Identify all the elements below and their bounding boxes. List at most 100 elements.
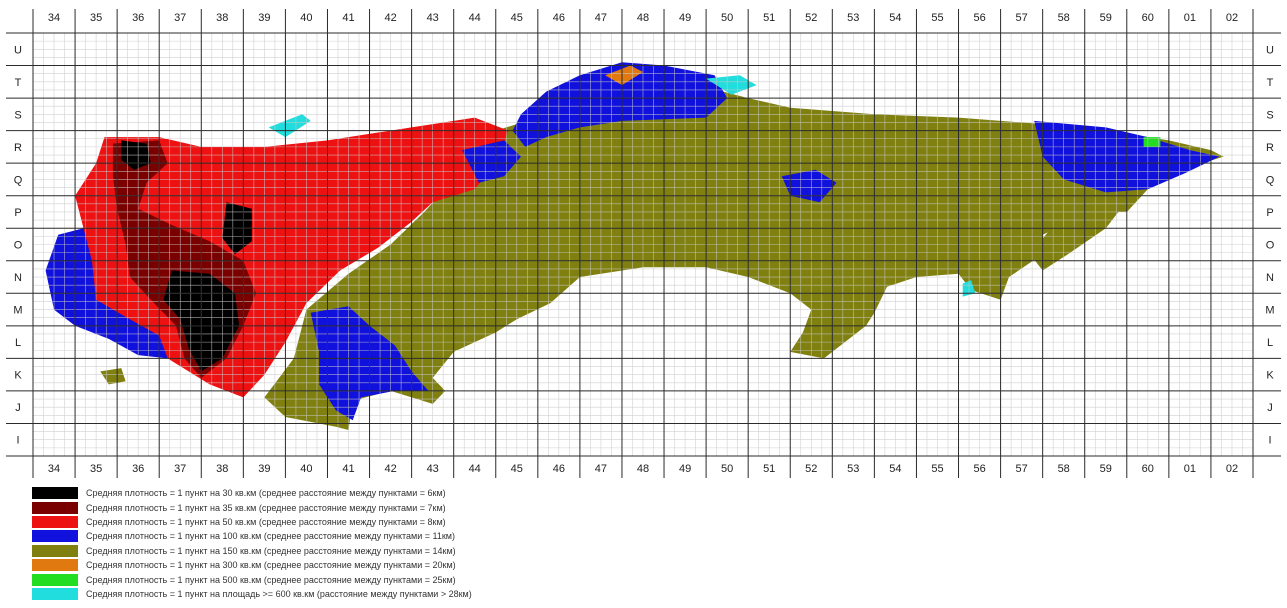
column-label: 53	[847, 463, 859, 475]
column-label: 54	[889, 463, 901, 475]
row-label: P	[1266, 207, 1273, 219]
column-label: 56	[973, 12, 985, 24]
row-label: U	[1266, 44, 1274, 56]
row-label: L	[15, 337, 21, 349]
column-label: 55	[931, 12, 943, 24]
column-label: 36	[132, 463, 144, 475]
column-label: 37	[174, 463, 186, 475]
column-label: 42	[384, 12, 396, 24]
column-label: 47	[595, 12, 607, 24]
column-label: 43	[427, 12, 439, 24]
row-label: R	[1266, 142, 1274, 154]
column-label: 60	[1142, 12, 1154, 24]
column-label: 38	[216, 463, 228, 475]
legend-item: Средняя плотность = 1 пункт на 100 кв.км…	[32, 529, 472, 543]
legend-label: Средняя плотность = 1 пункт на 30 кв.км …	[86, 488, 446, 499]
legend-swatch	[32, 587, 78, 600]
row-label: R	[14, 142, 22, 154]
row-labels-right: U T S R Q P O N M L K J I	[1265, 44, 1274, 446]
column-labels-top: 34 35 36 37 38 39 40 41 42 43 44 45 46 47 48 49 50 51 52 53…	[48, 12, 1238, 24]
column-label: 47	[595, 463, 607, 475]
column-label: 40	[300, 12, 312, 24]
row-label: I	[1268, 435, 1271, 447]
row-label: U	[14, 44, 22, 56]
column-label: 44	[469, 12, 481, 24]
column-label: 59	[1100, 463, 1112, 475]
row-label: T	[1267, 77, 1274, 89]
column-label: 54	[889, 12, 901, 24]
row-label: S	[1266, 109, 1273, 121]
column-label: 49	[679, 12, 691, 24]
column-label: 53	[847, 12, 859, 24]
region-cyan-novaya	[268, 114, 311, 138]
column-label: 35	[90, 463, 102, 475]
row-label: I	[16, 435, 19, 447]
column-label: 58	[1058, 12, 1070, 24]
column-label: 51	[763, 463, 775, 475]
legend: Средняя плотность = 1 пункт на 30 кв.км …	[32, 486, 472, 601]
column-label: 45	[511, 463, 523, 475]
legend-label: Средняя плотность = 1 пункт на 150 кв.км…	[86, 545, 456, 556]
column-label: 50	[721, 463, 733, 475]
row-label: J	[15, 402, 21, 414]
row-label: S	[14, 109, 21, 121]
region-orange-taimyr	[605, 65, 643, 86]
legend-swatch	[32, 544, 78, 557]
legend-label: Средняя плотность = 1 пункт на площадь >…	[86, 588, 472, 599]
column-label: 46	[553, 463, 565, 475]
column-label: 02	[1226, 463, 1238, 475]
column-label: 39	[258, 463, 270, 475]
column-label: 55	[931, 463, 943, 475]
column-label: 44	[469, 463, 481, 475]
column-label: 38	[216, 12, 228, 24]
column-label: 43	[427, 463, 439, 475]
legend-label: Средняя плотность = 1 пункт на 35 кв.км …	[86, 502, 446, 513]
column-label: 52	[805, 463, 817, 475]
row-label: Q	[14, 174, 23, 186]
column-label: 36	[132, 12, 144, 24]
legend-swatch	[32, 487, 78, 500]
column-label: 41	[342, 12, 354, 24]
column-label: 45	[511, 12, 523, 24]
column-label: 01	[1184, 12, 1196, 24]
legend-item: Средняя плотность = 1 пункт на 30 кв.км …	[32, 486, 472, 500]
column-label: 57	[1015, 463, 1027, 475]
legend-item: Средняя плотность = 1 пункт на 50 кв.км …	[32, 515, 472, 529]
column-label: 34	[48, 463, 60, 475]
row-label: T	[15, 77, 22, 89]
column-label: 01	[1184, 463, 1196, 475]
row-label: O	[14, 240, 23, 252]
column-label: 59	[1100, 12, 1112, 24]
row-label: N	[14, 272, 22, 284]
legend-swatch	[32, 515, 78, 528]
column-label: 40	[300, 463, 312, 475]
column-label: 48	[637, 12, 649, 24]
legend-label: Средняя плотность = 1 пункт на 50 кв.км …	[86, 516, 446, 527]
column-label: 39	[258, 12, 270, 24]
sheet-grid	[6, 9, 1281, 478]
column-label: 37	[174, 12, 186, 24]
legend-swatch	[32, 530, 78, 543]
column-labels-bottom: 34 35 36 37 38 39 40 41 42 43 44 45 46 47 48 49 50 51 52 53…	[48, 463, 1238, 475]
row-label: K	[14, 370, 22, 382]
legend-item: Средняя плотность = 1 пункт на 35 кв.км …	[32, 500, 472, 514]
column-label: 34	[48, 12, 60, 24]
column-label: 35	[90, 12, 102, 24]
column-label: 51	[763, 12, 775, 24]
column-label: 41	[342, 463, 354, 475]
column-label: 58	[1058, 463, 1070, 475]
legend-item: Средняя плотность = 1 пункт на 150 кв.км…	[32, 544, 472, 558]
legend-label: Средняя плотность = 1 пункт на 300 кв.км…	[86, 560, 456, 571]
legend-label: Средняя плотность = 1 пункт на 100 кв.км…	[86, 531, 455, 542]
region-blue-north	[512, 62, 728, 147]
column-label: 60	[1142, 463, 1154, 475]
row-label: K	[1266, 370, 1274, 382]
row-label: J	[1267, 402, 1273, 414]
column-label: 52	[805, 12, 817, 24]
density-map: 34 35 36 37 38 39 40 41 42 43 44 45 46 47 48 49 50 51 52 53…	[6, 9, 1281, 478]
legend-swatch	[32, 573, 78, 586]
legend-item: Средняя плотность = 1 пункт на площадь >…	[32, 587, 472, 601]
legend-label: Средняя плотность = 1 пункт на 500 кв.км…	[86, 574, 456, 585]
column-label: 57	[1015, 12, 1027, 24]
legend-swatch	[32, 559, 78, 572]
